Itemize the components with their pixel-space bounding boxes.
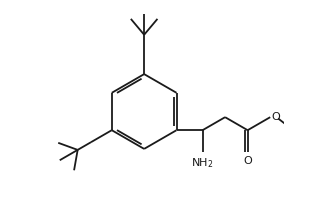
- Text: O: O: [272, 112, 280, 122]
- Text: NH$_2$: NH$_2$: [191, 156, 214, 170]
- Text: O: O: [243, 156, 252, 166]
